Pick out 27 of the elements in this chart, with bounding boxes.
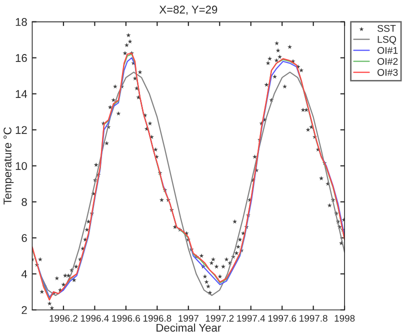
x-tick-label: 1997.4 [237,314,266,322]
legend-label: OI#1 [378,46,398,54]
legend-label: OI#3 [378,68,398,76]
legend-label: OI#2 [378,58,398,65]
x-tick-label: 1996.2 [50,314,78,322]
y-tick-label: 16 [16,54,27,62]
legend-label: LSQ [378,36,396,45]
x-tick-label: 1997 [178,314,198,322]
x-tick-label: 1996.8 [143,314,172,322]
x-tick-label: 1997.8 [300,314,328,322]
x-tick-label: 1996.6 [112,314,140,322]
y-axis-title: Temperature °C [4,127,14,205]
y-tick-label: 6 [22,234,27,242]
y-tick-label: 14 [16,90,28,98]
x-tick-label: 1997.2 [206,314,234,322]
x-tick-label: 1997.6 [268,314,296,322]
y-tick-label: 4 [21,270,28,278]
y-tick-label: 8 [22,198,27,206]
chart-title: X=82, Y=29 [159,6,218,15]
legend-label: SST [378,24,396,32]
y-tick-label: 10 [16,162,27,170]
y-tick-label: 18 [16,18,27,26]
x-axis-title: Decimal Year [156,324,221,332]
y-tick-label: 12 [16,126,27,134]
x-tick-label: 1996.4 [80,314,109,322]
y-tick-label: 2 [22,306,27,314]
x-tick-label: 1998 [334,314,355,322]
